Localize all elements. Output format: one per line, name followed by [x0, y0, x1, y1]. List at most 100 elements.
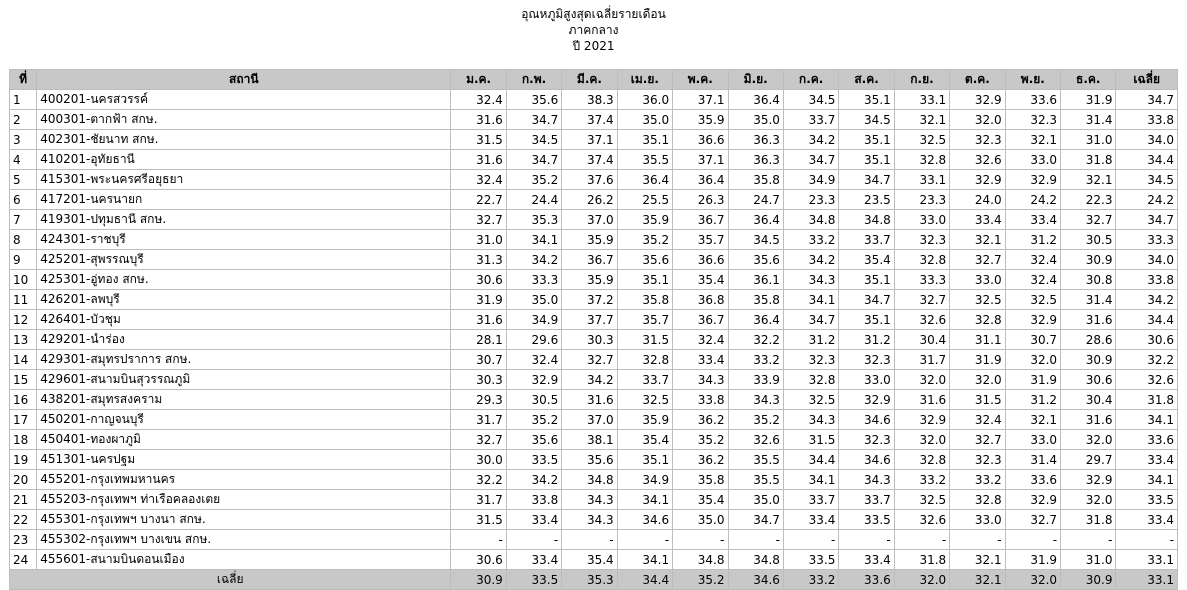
temperature-cell: 32.7 [949, 249, 1006, 270]
row-number: 24 [8, 549, 38, 570]
temperature-cell: 33.8 [672, 389, 729, 410]
station-name: 425301-อู่ทอง สกษ. [36, 269, 452, 290]
temperature-cell: 33.3 [893, 269, 951, 290]
average-cell: 34.6 [727, 569, 784, 590]
temperature-cell: 24.2 [1004, 189, 1062, 210]
temperature-cell: 33.0 [1004, 149, 1062, 170]
temperature-cell: 31.9 [1004, 369, 1062, 390]
temperature-cell: 35.9 [672, 109, 729, 130]
temperature-cell: 34.1 [1115, 469, 1178, 490]
temperature-cell: 36.7 [672, 309, 729, 330]
temperature-cell: 24.2 [1115, 189, 1178, 210]
temperature-cell: 32.6 [949, 149, 1006, 170]
table-row: 20 455201-กรุงเทพมหานคร 32.2 34.2 34.8 34.9 35… [8, 469, 1178, 490]
temperature-cell: 36.4 [727, 89, 784, 110]
temperature-cell: 24.7 [727, 189, 784, 210]
station-name: 455601-สนามบินดอนเมือง [36, 549, 452, 570]
report-title: อุณหภูมิสูงสุดเฉลี่ยรายเดือน [521, 7, 666, 21]
row-number: 7 [8, 209, 38, 230]
temperature-cell: 35.8 [672, 469, 729, 490]
temperature-cell: 33.0 [949, 509, 1006, 530]
station-name: 426401-บัวชุม [36, 309, 452, 330]
table-row: 12 426401-บัวชุม 31.6 34.9 37.7 35.7 36.7 36.4 3… [8, 309, 1178, 330]
station-name: 455302-กรุงเทพฯ บางเขน สกษ. [36, 529, 452, 550]
station-name: 450401-ทองผาภูมิ [36, 429, 452, 450]
temperature-cell: - [727, 529, 784, 550]
temperature-cell: 33.2 [949, 469, 1006, 490]
column-header-month: ก.ค. [782, 69, 840, 90]
column-header-month: พ.ย. [1004, 69, 1062, 90]
temperature-cell: 36.1 [727, 269, 784, 290]
row-number: 23 [8, 529, 38, 550]
temperature-cell: 33.0 [838, 369, 895, 390]
temperature-cell: 26.2 [561, 189, 618, 210]
temperature-cell: 35.1 [616, 449, 674, 470]
average-cell: 33.2 [782, 569, 840, 590]
temperature-cell: 33.4 [505, 549, 563, 570]
temperature-cell: 34.7 [782, 149, 840, 170]
average-row: เฉลี่ย 30.9 33.5 35.3 34.4 35.2 34.6 33.2 33.6 32… [8, 569, 1178, 590]
temperature-cell: 33.2 [782, 229, 840, 250]
temperature-cell: 32.4 [1004, 249, 1062, 270]
temperature-cell: 36.4 [672, 169, 729, 190]
row-number: 5 [8, 169, 38, 190]
temperature-cell: 32.0 [949, 369, 1006, 390]
column-header-month: ก.พ. [505, 69, 563, 90]
temperature-cell: 35.1 [838, 89, 895, 110]
temperature-cell: 31.5 [949, 389, 1006, 410]
temperature-cell: 34.2 [782, 129, 840, 150]
temperature-cell: 34.5 [782, 89, 840, 110]
temperature-cell: 31.9 [1004, 549, 1062, 570]
temperature-cell: 35.8 [616, 289, 674, 310]
temperature-cell: 35.9 [616, 409, 674, 430]
temperature-cell: 32.5 [1004, 289, 1062, 310]
temperature-cell: 35.8 [727, 169, 784, 190]
temperature-cell: 32.7 [893, 289, 951, 310]
average-cell: 35.2 [672, 569, 729, 590]
temperature-cell: 36.4 [616, 169, 674, 190]
temperature-cell: 32.9 [838, 389, 895, 410]
station-name: 419301-ปทุมธานี สกษ. [36, 209, 452, 230]
row-number: 16 [8, 389, 38, 410]
temperature-cell: 32.5 [616, 389, 674, 410]
row-number: 20 [8, 469, 38, 490]
temperature-cell: - [450, 529, 507, 550]
temperature-cell: 31.2 [838, 329, 895, 350]
temperature-cell: 31.8 [1060, 509, 1117, 530]
temperature-cell: 36.0 [616, 89, 674, 110]
column-header-month: ม.ค. [450, 69, 507, 90]
temperature-cell: 32.9 [949, 169, 1006, 190]
temperature-cell: 34.9 [782, 169, 840, 190]
table-row: 21 455203-กรุงเทพฯ ท่าเรือคลองเตย 31.7 33.8… [8, 489, 1178, 510]
temperature-cell: 31.6 [450, 149, 507, 170]
row-number: 22 [8, 509, 38, 530]
temperature-cell: 35.9 [561, 269, 618, 290]
temperature-cell: 35.2 [727, 409, 784, 430]
row-number: 13 [8, 329, 38, 350]
temperature-cell: 33.5 [505, 449, 563, 470]
temperature-cell: 34.1 [616, 549, 674, 570]
temperature-cell: 32.5 [893, 129, 951, 150]
column-header-no: ที่ [8, 69, 38, 90]
temperature-cell: 30.6 [1060, 369, 1117, 390]
temperature-cell: 32.0 [1004, 349, 1062, 370]
temperature-cell: 33.8 [1115, 269, 1178, 290]
temperature-cell: 32.1 [893, 109, 951, 130]
temperature-cell: 32.8 [949, 489, 1006, 510]
temperature-cell: 34.8 [838, 209, 895, 230]
column-header-month: พ.ค. [672, 69, 729, 90]
temperature-cell: 32.4 [1004, 269, 1062, 290]
column-header-month: ธ.ค. [1060, 69, 1117, 90]
temperature-cell: 33.4 [1115, 449, 1178, 470]
temperature-cell: 32.4 [672, 329, 729, 350]
temperature-cell: 34.3 [672, 369, 729, 390]
temperature-cell: 32.1 [949, 229, 1006, 250]
temperature-cell: - [949, 529, 1006, 550]
table-row: 23 455302-กรุงเทพฯ บางเขน สกษ. - - - - - - - - - - -… [8, 529, 1178, 550]
temperature-cell: 33.7 [616, 369, 674, 390]
temperature-cell: 36.7 [672, 209, 729, 230]
table-row: 24 455601-สนามบินดอนเมือง 30.6 33.4 35.4 34.1… [8, 549, 1178, 570]
temperature-cell: 28.6 [1060, 329, 1117, 350]
temperature-cell: 34.3 [561, 489, 618, 510]
temperature-cell: 34.9 [505, 309, 563, 330]
